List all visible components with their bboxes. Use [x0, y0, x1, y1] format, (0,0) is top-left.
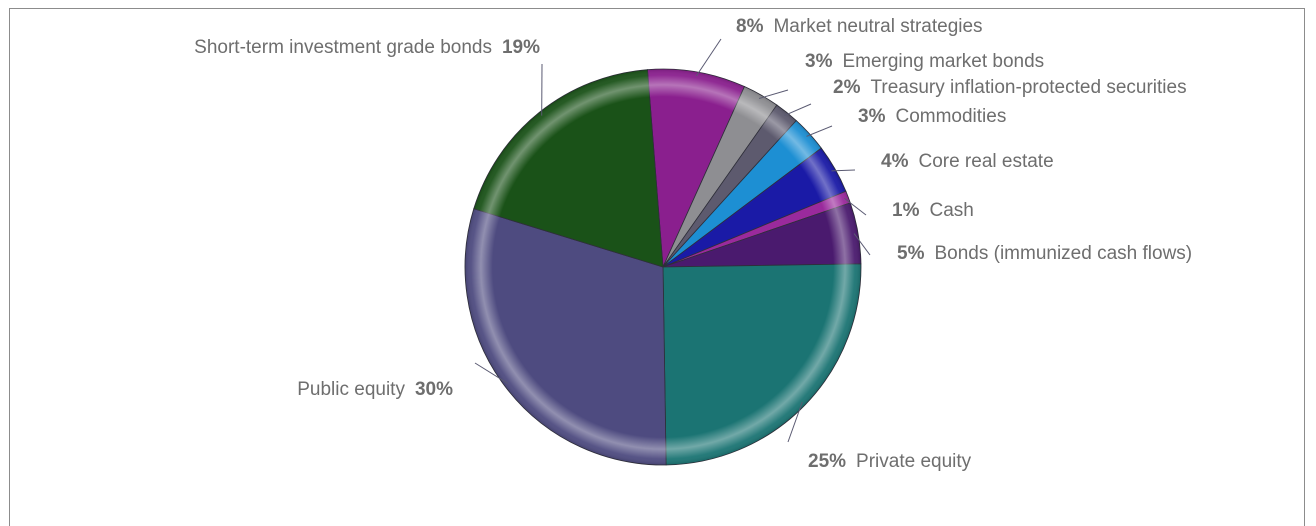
slice-name-1: Market neutral strategies [773, 16, 982, 37]
slice-name-9: Public equity [297, 379, 405, 400]
slice-name-6: Cash [929, 200, 973, 221]
slice-label-2: 3% Emerging market bonds [805, 51, 1044, 72]
slice-name-8: Private equity [856, 451, 972, 472]
slice-percent-9: 30% [415, 379, 453, 400]
slice-label-4: 3% Commodities [858, 106, 1006, 127]
slice-percent-10: 19% [502, 37, 540, 58]
leader-line-3 [784, 104, 811, 116]
slice-percent-1: 8% [736, 16, 764, 37]
slice-percent-7: 5% [897, 243, 925, 264]
slice-name-10: Short-term investment grade bonds [194, 37, 492, 58]
slice-name-5: Core real estate [918, 151, 1053, 172]
slice-label-6: 1% Cash [892, 200, 974, 221]
pie-slice-8 [663, 264, 861, 465]
slice-label-10: Short-term investment grade bonds 19% [194, 37, 540, 58]
pie-slices [465, 69, 861, 465]
slice-name-4: Commodities [895, 106, 1006, 127]
slice-name-3: Treasury inflation-protected securities [870, 77, 1186, 98]
slice-percent-2: 3% [805, 51, 833, 72]
slice-percent-3: 2% [833, 77, 861, 98]
slice-percent-5: 4% [881, 151, 909, 172]
slice-label-9: Public equity 30% [297, 379, 453, 400]
slice-label-1: 8% Market neutral strategies [736, 16, 983, 37]
slice-label-3: 2% Treasury inflation-protected securitie… [833, 77, 1187, 98]
slice-percent-8: 25% [808, 451, 846, 472]
slice-name-2: Emerging market bonds [842, 51, 1044, 72]
slice-label-5: 4% Core real estate [881, 151, 1054, 172]
leader-line-4 [807, 126, 833, 136]
slice-label-7: 5% Bonds (immunized cash flows) [897, 243, 1192, 264]
leader-line-2 [759, 90, 788, 99]
slice-name-7: Bonds (immunized cash flows) [934, 243, 1192, 264]
leader-line-1 [696, 39, 721, 76]
slice-percent-6: 1% [892, 200, 920, 221]
slice-percent-4: 3% [858, 106, 886, 127]
slice-label-8: 25% Private equity [808, 451, 972, 472]
